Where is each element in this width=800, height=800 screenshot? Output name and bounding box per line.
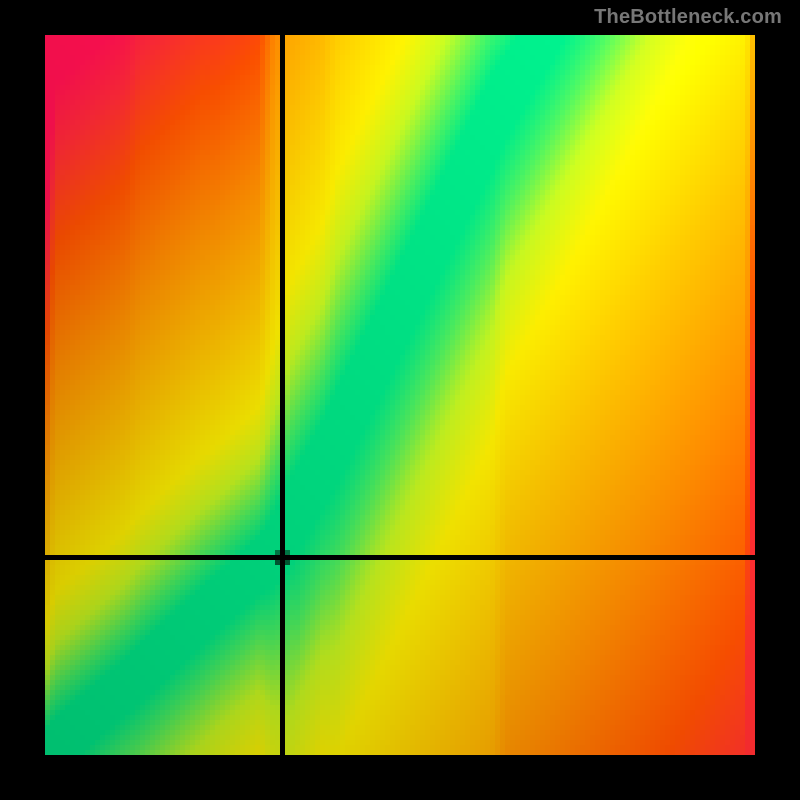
chart-container: TheBottleneck.com bbox=[0, 0, 800, 800]
heatmap-canvas bbox=[45, 35, 755, 755]
heatmap-plot bbox=[45, 35, 755, 755]
watermark-text: TheBottleneck.com bbox=[594, 6, 782, 29]
